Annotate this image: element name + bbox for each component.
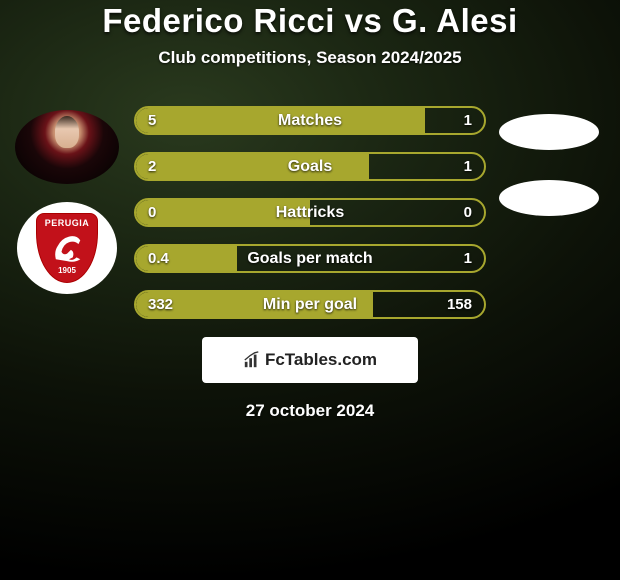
page-title: Federico Ricci vs G. Alesi xyxy=(0,2,620,40)
footer: FcTables.com 27 october 2024 xyxy=(0,337,620,421)
stat-label: Min per goal xyxy=(136,296,484,314)
logo-text: FcTables.com xyxy=(265,350,377,370)
stat-value-right: 1 xyxy=(442,250,472,267)
stat-value-right: 1 xyxy=(442,112,472,129)
club-year: 1905 xyxy=(36,266,98,275)
player2-placeholder xyxy=(499,114,599,150)
stats-column: 5Matches1 2Goals1 0Hattricks0 0.4Goals per … xyxy=(128,100,488,319)
left-column: PERUGIA 1905 xyxy=(6,100,128,319)
stat-value-right: 158 xyxy=(442,296,472,313)
stat-label: Hattricks xyxy=(136,204,484,222)
stat-label: Goals xyxy=(136,158,484,176)
source-logo: FcTables.com xyxy=(202,337,418,383)
stat-bar: 2Goals1 xyxy=(134,152,486,181)
club-badge: PERUGIA 1905 xyxy=(17,202,117,294)
right-column xyxy=(488,100,610,319)
stat-bar: 5Matches1 xyxy=(134,106,486,135)
main-row: PERUGIA 1905 5Matches12Goals10Hattricks0… xyxy=(0,100,620,319)
stat-label: Matches xyxy=(136,112,484,130)
griffin-icon xyxy=(50,231,88,263)
stat-bar: 332Min per goal158 xyxy=(134,290,486,319)
player-photo xyxy=(15,110,119,184)
stat-value-right: 0 xyxy=(442,204,472,221)
stat-value-right: 1 xyxy=(442,158,472,175)
subtitle: Club competitions, Season 2024/2025 xyxy=(0,48,620,68)
stat-bar: 0.4Goals per match1 xyxy=(134,244,486,273)
comparison-card: Federico Ricci vs G. Alesi Club competit… xyxy=(0,0,620,580)
chart-icon xyxy=(243,351,261,369)
stat-label: Goals per match xyxy=(136,250,484,268)
stat-bar: 0Hattricks0 xyxy=(134,198,486,227)
club-name: PERUGIA xyxy=(36,218,98,228)
club2-placeholder xyxy=(499,180,599,216)
club-shield: PERUGIA 1905 xyxy=(34,211,100,285)
date: 27 october 2024 xyxy=(246,401,375,421)
